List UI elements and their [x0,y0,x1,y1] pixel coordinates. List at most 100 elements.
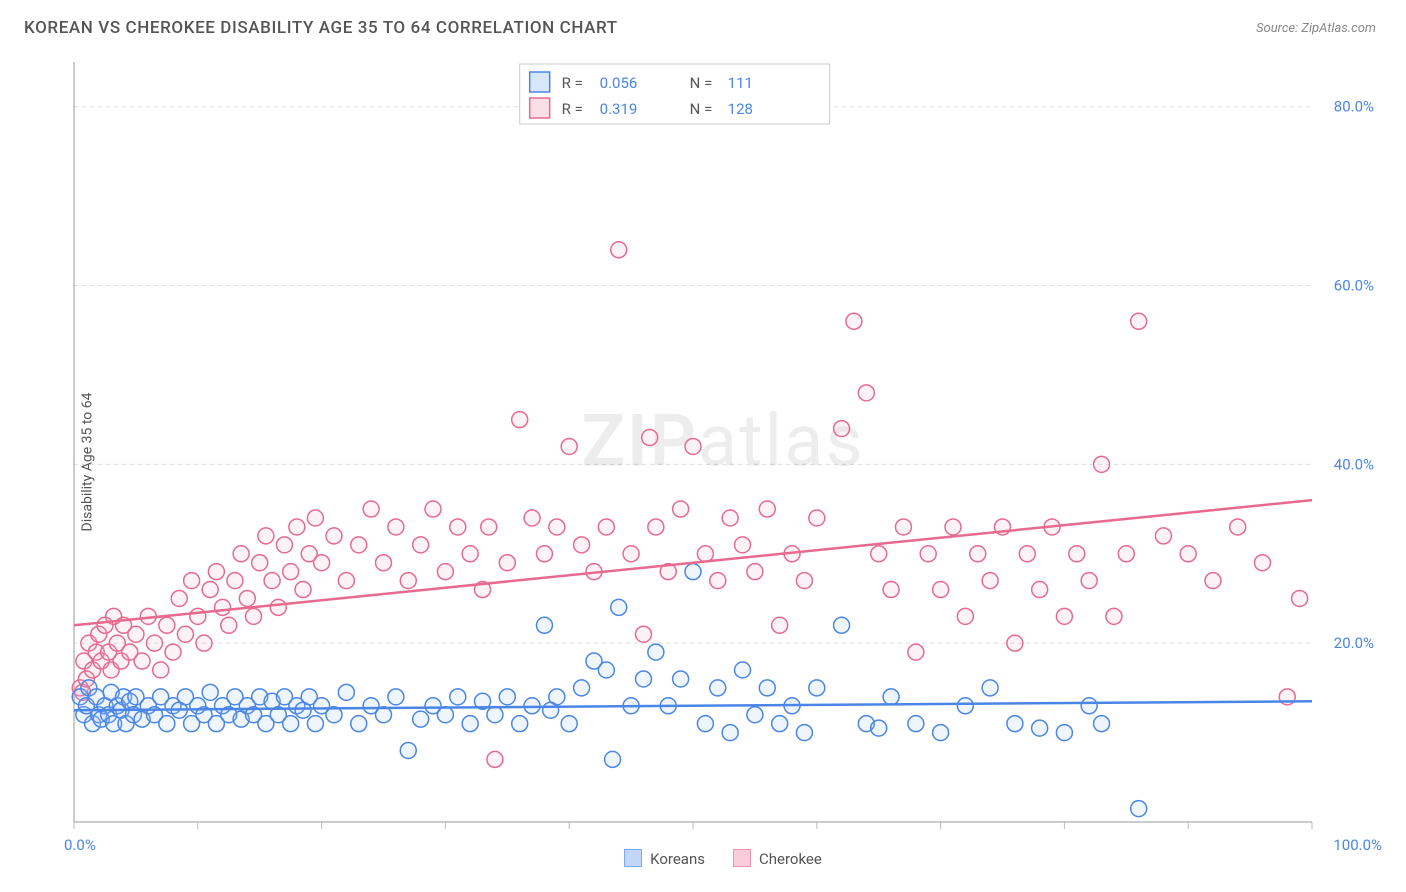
legend-label: Koreans [650,850,705,868]
data-point [1205,573,1221,589]
data-point [159,617,175,633]
data-point [184,573,200,589]
data-point [190,608,206,624]
legend-swatch [530,98,550,118]
data-point [1094,456,1110,472]
data-point [759,501,775,517]
data-point [735,662,751,678]
chart-source: Source: ZipAtlas.com [1256,21,1376,36]
data-point [772,617,788,633]
data-point [809,680,825,696]
data-point [635,671,651,687]
data-point [1081,698,1097,714]
data-point [598,519,614,535]
data-point [1007,716,1023,732]
data-point [307,716,323,732]
legend-item: Koreans [624,849,705,868]
data-point [982,573,998,589]
data-point [722,510,738,526]
data-point [871,546,887,562]
data-point [437,564,453,580]
data-point [982,680,998,696]
chart-area: Disability Age 35 to 64 20.0%40.0%60.0%8… [24,52,1382,872]
data-point [1069,546,1085,562]
data-point [697,716,713,732]
legend-item: Cherokee [733,849,822,868]
data-point [295,582,311,598]
data-point [450,519,466,535]
legend-label: Cherokee [759,850,822,868]
data-point [970,546,986,562]
data-point [846,313,862,329]
data-point [920,546,936,562]
scatter-plot: 20.0%40.0%60.0%80.0%ZIPatlasR =0.056N =1… [64,52,1382,832]
data-point [258,528,274,544]
data-point [858,385,874,401]
data-point [561,438,577,454]
data-point [276,537,292,553]
data-point [499,689,515,705]
data-point [549,689,565,705]
data-point [747,564,763,580]
y-tick-label: 60.0% [1334,277,1374,295]
data-point [957,698,973,714]
data-point [462,546,478,562]
data-point [283,564,299,580]
data-point [772,716,788,732]
data-point [611,599,627,615]
data-point [648,519,664,535]
data-point [635,626,651,642]
data-point [1007,635,1023,651]
data-point [1056,725,1072,741]
data-point [722,725,738,741]
data-point [202,684,218,700]
data-point [196,635,212,651]
data-point [512,412,528,428]
data-point [481,519,497,535]
legend-swatch [530,72,550,92]
data-point [908,644,924,660]
data-point [908,716,924,732]
data-point [326,528,342,544]
data-point [1032,582,1048,598]
legend-r-value: 0.056 [600,74,638,92]
data-point [400,573,416,589]
data-point [933,582,949,598]
data-point [1131,801,1147,817]
data-point [388,519,404,535]
legend-n-label: N = [690,100,713,118]
data-point [1019,546,1035,562]
y-tick-label: 20.0% [1334,634,1374,652]
data-point [153,662,169,678]
data-point [1094,716,1110,732]
data-point [834,617,850,633]
data-point [264,573,280,589]
data-point [462,716,478,732]
legend-r-label: R = [562,100,583,118]
data-point [759,680,775,696]
data-point [338,573,354,589]
data-point [270,599,286,615]
data-point [1254,555,1270,571]
data-point [128,626,144,642]
data-point [710,573,726,589]
data-point [536,617,552,633]
data-point [171,590,187,606]
legend-n-label: N = [690,74,713,92]
data-point [549,519,565,535]
legend-n-value: 128 [728,100,753,118]
legend-n-value: 111 [728,74,753,92]
data-point [246,608,262,624]
data-point [221,617,237,633]
data-point [685,438,701,454]
data-point [648,644,664,660]
data-point [809,510,825,526]
legend-swatch [733,849,751,867]
data-point [685,564,701,580]
data-point [208,564,224,580]
data-point [895,519,911,535]
data-point [425,501,441,517]
data-point [642,430,658,446]
data-point [1106,608,1122,624]
data-point [796,725,812,741]
